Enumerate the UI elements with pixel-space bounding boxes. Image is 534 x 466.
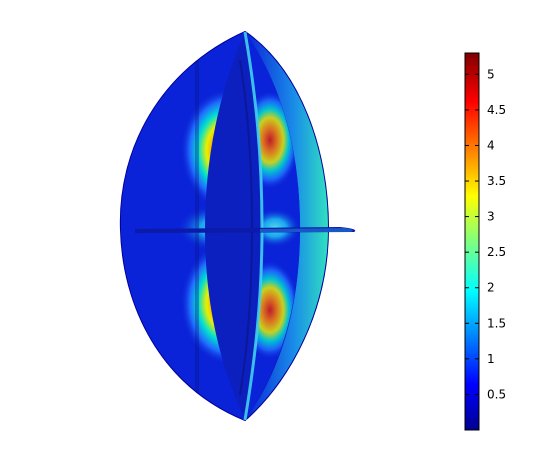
colorbar-tick-label: 3.5 (487, 174, 506, 188)
colorbar-tick-label: 2 (487, 281, 495, 295)
colorbar-tick-label: 4 (487, 138, 495, 152)
colorbar-tick-label: 3 (487, 210, 495, 224)
colorbar-ticks: 5 4.5 4 3.5 3 2.5 2 1.5 1 0.5 (465, 67, 506, 401)
colorbar-gradient (464, 52, 480, 431)
colorbar-tick-label: 4.5 (487, 103, 506, 117)
lens-right-rim (245, 32, 328, 420)
colorbar-tick-label: 5 (487, 67, 495, 81)
colorbar-tick-label: 2.5 (487, 245, 506, 259)
colorbar-tick-label: 1.5 (487, 316, 506, 330)
colorbar-tick-label: 0.5 (487, 387, 506, 401)
lens-field-plot (119, 30, 356, 422)
colorbar-tick-label: 1 (487, 352, 495, 366)
colorbar: 5 4.5 4 3.5 3 2.5 2 1.5 1 0.5 (464, 52, 506, 431)
